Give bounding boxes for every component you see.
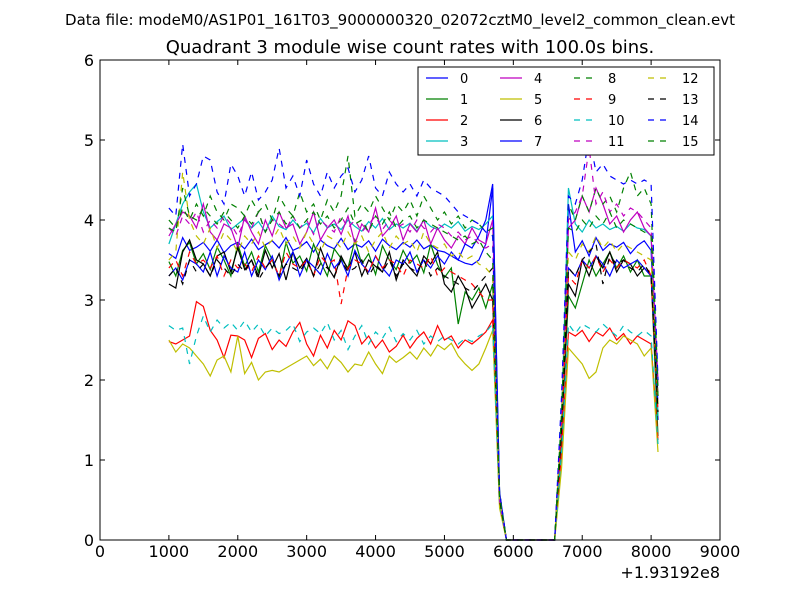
legend-label-11: 11 bbox=[608, 135, 625, 150]
legend-label-15: 15 bbox=[682, 135, 699, 150]
legend-frame bbox=[417, 66, 715, 156]
legend-label-9: 9 bbox=[608, 93, 616, 108]
series-line-2 bbox=[168, 300, 659, 541]
x-tick-label: 4000 bbox=[355, 542, 396, 561]
x-tick-label: 5000 bbox=[424, 542, 465, 561]
series-line-11 bbox=[168, 147, 659, 541]
legend-label-7: 7 bbox=[534, 135, 542, 150]
x-tick-label: 6000 bbox=[493, 542, 534, 561]
legend-label-3: 3 bbox=[460, 135, 468, 150]
y-tick-label: 3 bbox=[84, 291, 94, 310]
x-tick-label: 7000 bbox=[562, 542, 603, 561]
x-offset-label: +1.93192e8 bbox=[620, 563, 720, 582]
series-line-13 bbox=[168, 242, 659, 541]
x-tick-label: 2000 bbox=[217, 542, 258, 561]
series-line-1 bbox=[168, 237, 659, 541]
y-tick-label: 1 bbox=[84, 451, 94, 470]
x-tick-label: 8000 bbox=[631, 542, 672, 561]
legend-label-14: 14 bbox=[682, 114, 699, 129]
series-line-5 bbox=[168, 330, 659, 541]
series-line-0 bbox=[168, 187, 659, 541]
legend-label-0: 0 bbox=[460, 72, 468, 87]
x-axis: 0 1000 2000 3000 4000 5000 6000 7000 8000 9000 bbox=[95, 60, 740, 561]
legend-label-5: 5 bbox=[534, 93, 542, 108]
x-tick-label: 3000 bbox=[286, 542, 327, 561]
plot-series-group bbox=[168, 135, 659, 541]
y-tick-label: 2 bbox=[84, 371, 94, 390]
y-tick-label: 0 bbox=[84, 531, 94, 550]
legend-label-2: 2 bbox=[460, 114, 468, 129]
series-line-6 bbox=[168, 238, 659, 541]
series-line-14 bbox=[168, 135, 659, 541]
y-tick-label: 5 bbox=[84, 131, 94, 150]
legend-label-1: 1 bbox=[460, 93, 468, 108]
y-tick-label: 4 bbox=[84, 211, 94, 230]
series-line-15 bbox=[168, 187, 659, 541]
legend-label-10: 10 bbox=[608, 114, 625, 129]
chart-title: Quadrant 3 module wise count rates with … bbox=[166, 37, 655, 58]
x-tick-label: 9000 bbox=[700, 542, 741, 561]
legend-label-12: 12 bbox=[682, 72, 699, 87]
series-line-8 bbox=[168, 155, 659, 541]
legend-label-8: 8 bbox=[608, 72, 616, 87]
legend-label-6: 6 bbox=[534, 114, 542, 129]
series-line-7 bbox=[168, 183, 659, 541]
y-tick-label: 6 bbox=[84, 51, 94, 70]
x-tick-label: 0 bbox=[95, 542, 105, 561]
figure-suptitle: Data file: modeM0/AS1P01_161T03_90000003… bbox=[65, 11, 735, 30]
legend-label-13: 13 bbox=[682, 93, 699, 108]
x-tick-label: 1000 bbox=[149, 542, 190, 561]
legend-label-4: 4 bbox=[534, 72, 542, 87]
series-line-12 bbox=[168, 171, 659, 541]
